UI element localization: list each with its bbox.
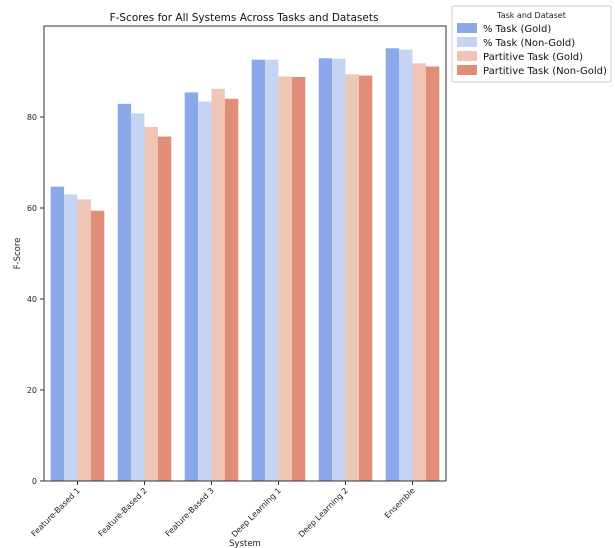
bar-task-non-gold-feature-based-2 <box>131 113 145 482</box>
x-tick-label-deep-learning-2: Deep Learning 2 <box>297 486 350 539</box>
bar-task-non-gold-feature-based-3 <box>198 101 212 481</box>
bar-task-gold-feature-based-3 <box>184 92 199 482</box>
legend-title: Task and Dataset <box>496 11 566 20</box>
bar-task-gold-deep-learning-1 <box>251 59 266 482</box>
legend-label-task-non-gold: % Task (Non-Gold) <box>483 38 575 49</box>
plot-frame <box>43 25 447 482</box>
bar-partitive-task-gold-feature-based-2 <box>144 127 158 481</box>
bar-partitive-task-gold-feature-based-1 <box>77 199 91 482</box>
x-axis: Feature-Based 1 Feature-Based 2 Feature-Ba… <box>30 481 417 539</box>
y-axis: 0 20 40 60 80 <box>27 113 44 486</box>
legend-items: % Task (Gold) % Task (Non-Gold) Partitive … <box>457 23 607 77</box>
legend-swatch-partitive-task-non-gold <box>457 65 477 75</box>
y-axis-title: F-Score <box>13 238 23 270</box>
bar-partitive-task-gold-deep-learning-1 <box>278 76 292 481</box>
legend-frame <box>451 5 612 83</box>
y-tick-label: 60 <box>27 204 37 213</box>
y-tick-label: 80 <box>27 113 37 122</box>
bar-partitive-task-non-gold-feature-based-3 <box>224 98 239 482</box>
x-axis-title: System <box>229 539 261 548</box>
x-tick-label-feature-based-2: Feature-Based 2 <box>97 486 149 538</box>
bars-layer <box>50 48 440 482</box>
legend-swatch-partitive-task-gold <box>457 51 477 61</box>
bar-task-gold-ensemble <box>385 48 400 482</box>
bar-partitive-task-non-gold-feature-based-1 <box>90 210 105 482</box>
chart-title: F-Scores for All Systems Across Tasks an… <box>110 12 379 24</box>
bar-partitive-task-gold-ensemble <box>412 63 426 482</box>
y-tick-label: 0 <box>32 477 37 486</box>
bar-task-non-gold-ensemble <box>399 49 413 481</box>
x-tick-label-feature-based-1: Feature-Based 1 <box>30 486 82 538</box>
bar-task-non-gold-feature-based-1 <box>64 194 78 481</box>
bar-task-gold-deep-learning-2 <box>318 58 333 482</box>
legend-label-partitive-task-gold: Partitive Task (Gold) <box>483 52 583 63</box>
bar-partitive-task-gold-feature-based-3 <box>211 88 225 481</box>
x-tick-label-feature-based-3: Feature-Based 3 <box>164 486 216 538</box>
x-tick-label-ensemble: Ensemble <box>383 486 417 520</box>
bar-task-non-gold-deep-learning-2 <box>332 58 346 481</box>
legend-label-task-gold: % Task (Gold) <box>483 24 551 35</box>
legend-swatch-task-gold <box>457 23 477 33</box>
legend: Task and Dataset % Task (Gold) % Task (No… <box>451 5 612 83</box>
bar-partitive-task-non-gold-ensemble <box>425 66 440 481</box>
y-tick-label: 40 <box>27 295 37 304</box>
bar-task-gold-feature-based-1 <box>50 186 65 481</box>
bar-task-gold-feature-based-2 <box>117 103 132 482</box>
bar-partitive-task-non-gold-feature-based-2 <box>157 136 172 481</box>
bar-partitive-task-gold-deep-learning-2 <box>345 74 359 481</box>
x-tick-label-deep-learning-1: Deep Learning 1 <box>230 486 283 539</box>
bar-partitive-task-non-gold-deep-learning-1 <box>291 76 306 482</box>
legend-label-partitive-task-non-gold: Partitive Task (Non-Gold) <box>483 66 607 77</box>
legend-swatch-task-non-gold <box>457 37 477 47</box>
y-tick-label: 20 <box>27 386 37 395</box>
bar-partitive-task-non-gold-deep-learning-2 <box>358 75 373 481</box>
bar-task-non-gold-deep-learning-1 <box>265 59 279 482</box>
